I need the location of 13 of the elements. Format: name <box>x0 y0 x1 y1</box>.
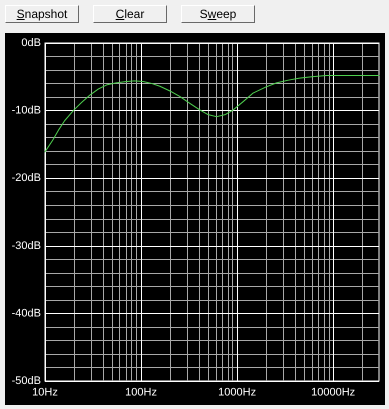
x-tick-label: 10000Hz <box>311 386 356 398</box>
y-tick-label: -30dB <box>12 240 41 252</box>
button: Sweep <box>181 5 255 23</box>
y-tick-label: -10dB <box>12 104 41 117</box>
y-tick-label: -40dB <box>12 307 41 320</box>
x-tick-label: 100Hz <box>125 386 157 398</box>
y-tick-label: -20dB <box>12 172 41 184</box>
button: Snapshot <box>5 5 79 23</box>
x-tick-label: 10Hz <box>32 386 58 398</box>
button: Clear <box>93 5 167 23</box>
y-tick-label: -50dB <box>12 375 41 387</box>
y-tick-label: 0dB <box>21 37 41 49</box>
x-tick-label: 1000Hz <box>218 386 256 398</box>
